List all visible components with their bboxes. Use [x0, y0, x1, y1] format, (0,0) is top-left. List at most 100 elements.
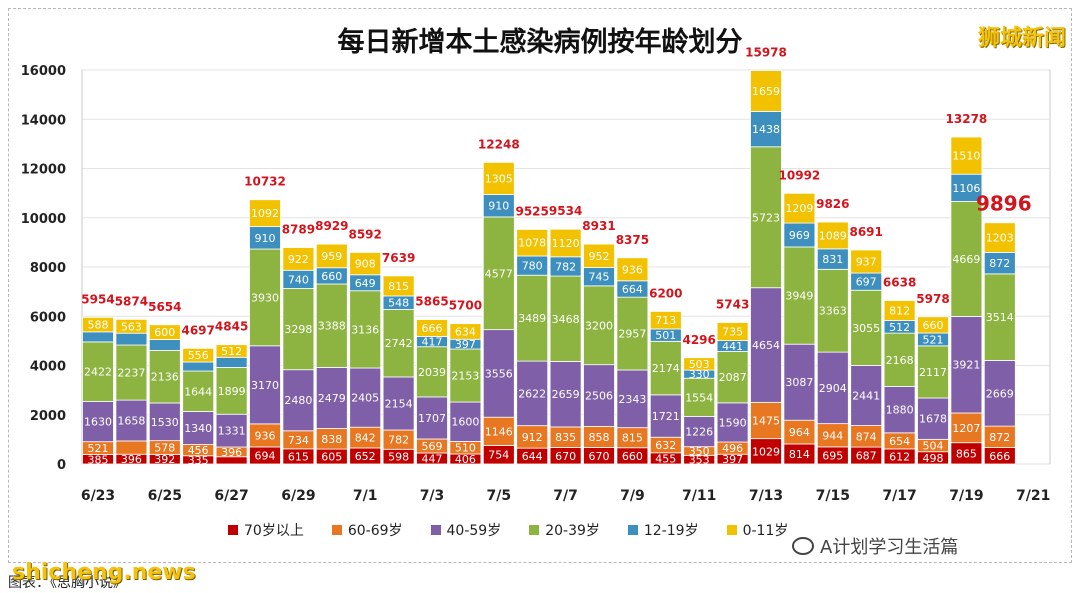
bar-segment	[516, 274, 549, 362]
segment-label: 2480	[284, 394, 312, 407]
segment-label: 3949	[785, 290, 813, 303]
segment-label: 3200	[585, 319, 613, 332]
segment-label: 1600	[451, 416, 479, 429]
x-tick-label: 6/25	[148, 488, 182, 504]
segment-label: 3489	[518, 312, 546, 325]
segment-label: 2659	[552, 388, 580, 401]
segment-label: 937	[856, 256, 877, 269]
segment-label: 397	[455, 338, 476, 351]
segment-label: 660	[923, 319, 944, 332]
bar-segment	[616, 257, 649, 282]
segment-label: 734	[288, 434, 309, 447]
bar-segment	[82, 331, 114, 343]
bar-segment	[750, 146, 782, 289]
segment-label: 498	[923, 452, 944, 465]
segment-label: 687	[856, 450, 877, 463]
segment-label: 1089	[819, 229, 847, 242]
segment-label: 814	[789, 448, 810, 461]
bar-segment	[115, 318, 148, 334]
bar-segment	[549, 228, 582, 258]
wechat-icon	[792, 537, 814, 555]
segment-label: 1530	[151, 416, 179, 429]
segment-label: 1146	[485, 425, 513, 438]
legend-swatch	[228, 525, 238, 535]
segment-label: 835	[555, 431, 576, 444]
bar-segment	[349, 290, 382, 369]
segment-label: 569	[422, 440, 443, 453]
segment-label: 2039	[418, 366, 446, 379]
bar-total-label: 9525	[515, 204, 548, 218]
y-axis: 0 2000 4000 6000 8000 10000 12000 14000 16000	[21, 64, 66, 473]
x-tick-label: 7/15	[816, 488, 850, 504]
bar-segment	[182, 347, 215, 363]
segment-label: 1630	[84, 416, 112, 429]
chart-frame	[8, 8, 1072, 563]
bar-total-label: 10992	[779, 168, 821, 182]
bar-total-label: 6638	[883, 276, 916, 290]
legend-item: 0-11岁	[726, 520, 788, 540]
x-tick-label: 6/29	[281, 488, 315, 504]
segment-label: 666	[989, 450, 1010, 463]
segment-label: 501	[655, 329, 676, 342]
segment-label: 3055	[852, 322, 880, 335]
segment-label: 4654	[752, 339, 780, 352]
bar-segment	[182, 411, 215, 445]
segment-label: 664	[622, 283, 643, 296]
segment-label: 910	[488, 200, 509, 213]
bar-segment	[716, 322, 749, 342]
x-tick-label: 6/27	[214, 488, 248, 504]
segment-label: 5723	[752, 211, 780, 224]
bar-total-label: 8592	[348, 227, 381, 241]
segment-label: 512	[221, 345, 242, 358]
x-tick-label: 7/21	[1016, 488, 1050, 504]
segment-label: 1510	[952, 150, 980, 163]
segment-label: 782	[555, 260, 576, 273]
bar-segment	[315, 243, 348, 269]
bar-segment	[349, 252, 382, 276]
bar-total-label: 13278	[946, 112, 988, 126]
segment-label: 3087	[785, 376, 813, 389]
segment-label: 815	[622, 432, 643, 445]
bar-segment	[82, 316, 114, 333]
watermark-account: A计划学习生活篇	[820, 537, 959, 558]
segment-label: 874	[856, 430, 877, 443]
watermark-source: 图表：《思胸小说》	[8, 575, 127, 591]
segment-label: 3298	[284, 323, 312, 336]
bar-segment	[917, 397, 949, 440]
segment-label: 865	[956, 447, 977, 460]
x-tick-label: 7/19	[949, 488, 983, 504]
segment-label: 563	[121, 320, 142, 333]
bar-total-label: 4697	[181, 323, 214, 337]
segment-label: 2957	[618, 328, 646, 341]
bar-total-label: 12248	[478, 137, 520, 151]
segment-label: 2405	[351, 392, 379, 405]
legend-item: 20-39岁	[529, 520, 600, 540]
segment-label: 335	[188, 454, 209, 467]
bar-segment	[616, 369, 649, 429]
bar-segment	[282, 288, 315, 371]
segment-label: 670	[589, 450, 610, 463]
bar-total-label: 6200	[649, 286, 682, 300]
segment-label: 612	[889, 450, 910, 463]
y-tick-label: 14000	[21, 113, 66, 128]
segment-label: 872	[989, 257, 1010, 270]
x-tick-label: 7/3	[420, 488, 445, 504]
segment-label: 2904	[819, 382, 847, 395]
segment-label: 3170	[251, 379, 279, 392]
segment-label: 654	[889, 435, 910, 448]
segment-label: 1438	[752, 123, 780, 136]
bar-segment	[282, 247, 315, 271]
bar-segment	[750, 287, 782, 403]
bar-segment	[750, 70, 782, 112]
bar-total-label: 4845	[215, 320, 248, 334]
segment-label: 406	[455, 453, 476, 466]
bar-segment	[883, 300, 916, 321]
segment-label: 397	[722, 453, 743, 466]
legend-label: 12-19岁	[643, 523, 699, 539]
bar-total-label: 5743	[716, 298, 749, 312]
bar-segment	[115, 332, 148, 346]
bar-segment	[215, 413, 248, 448]
bar-total-label: 8789	[282, 223, 315, 237]
segment-label: 548	[388, 297, 409, 310]
